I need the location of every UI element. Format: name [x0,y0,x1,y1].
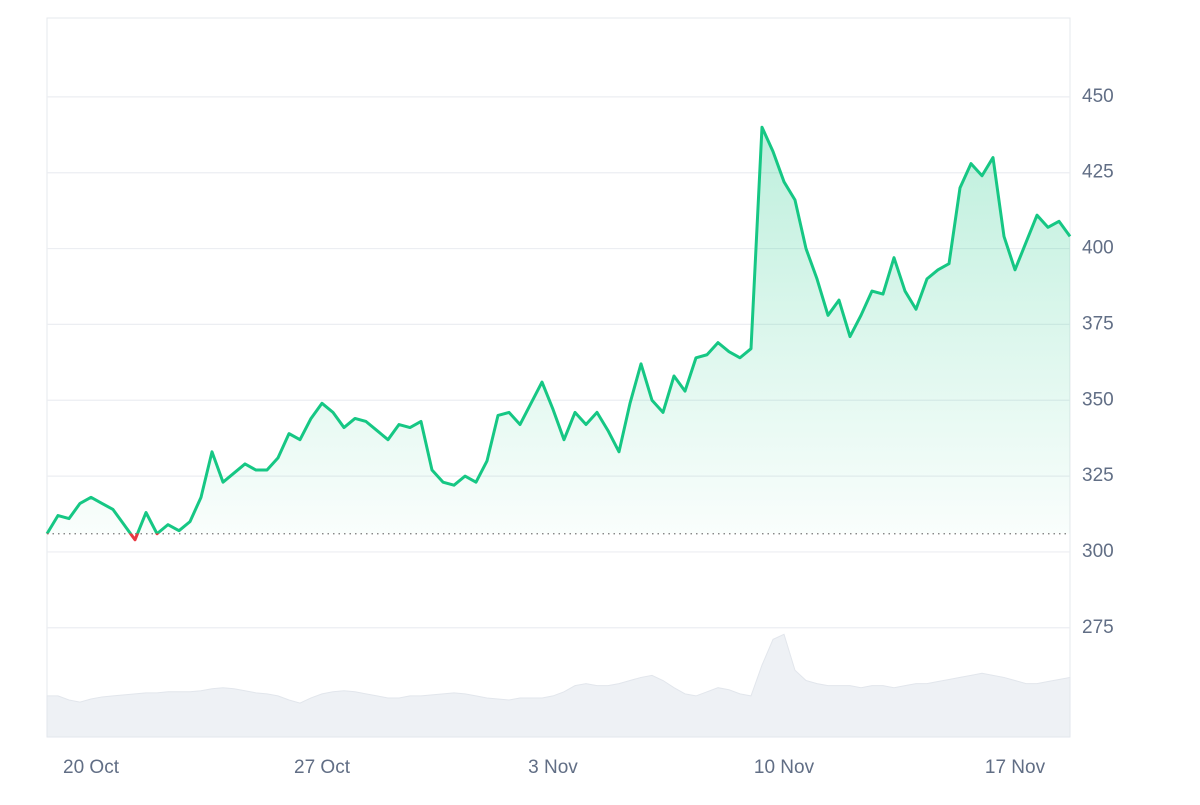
y-tick-label: 325 [1082,465,1114,486]
y-tick-label: 450 [1082,86,1114,107]
price-line [45,125,1072,542]
y-tick-label: 275 [1082,617,1114,638]
x-tick-label: 17 Nov [985,757,1046,778]
volume-area [46,633,1071,738]
y-tick-label: 300 [1082,541,1114,562]
y-tick-label: 375 [1082,313,1114,334]
x-tick-label: 20 Oct [63,757,120,778]
x-tick-label: 10 Nov [754,757,815,778]
x-tick-label: 27 Oct [294,757,351,778]
price-area [47,127,1070,534]
y-tick-label: 350 [1082,389,1114,410]
x-tick-label: 3 Nov [528,757,578,778]
y-tick-label: 400 [1082,238,1114,259]
y-tick-label: 425 [1082,162,1114,183]
